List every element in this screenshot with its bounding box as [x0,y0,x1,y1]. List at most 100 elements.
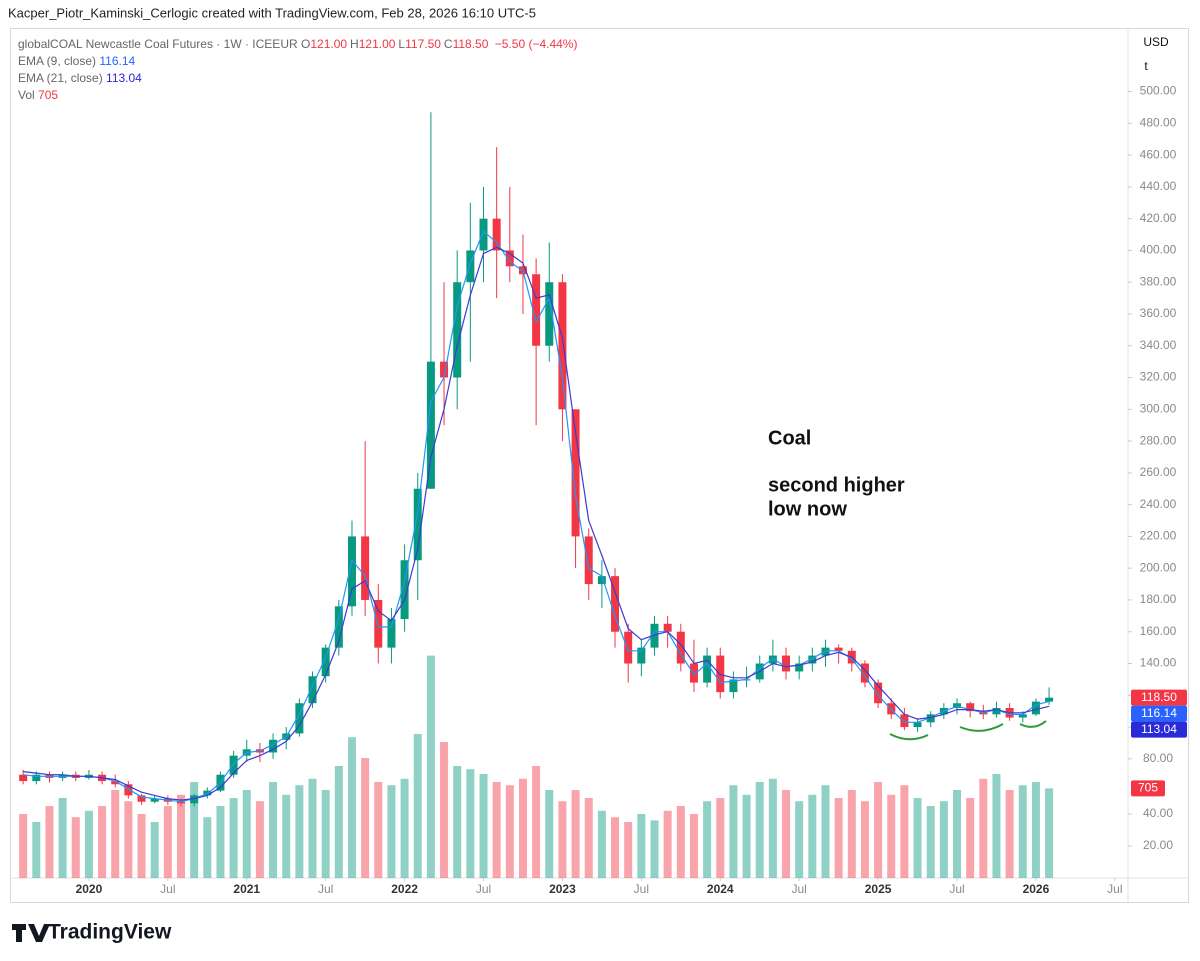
volume-bar [768,778,777,878]
frame [10,28,1189,903]
legend-row: EMA (9, close) 116.14 [18,53,577,70]
candle-body [124,784,133,796]
y-tick-label: 420.00 [1140,211,1177,225]
volume-bar [571,790,580,878]
volume-bar [834,798,843,878]
candle-body [1031,701,1040,715]
indicator-value: 113.04 [106,71,142,85]
y-tick-label: 320.00 [1140,370,1177,384]
volume-bar [295,785,304,878]
candle-body [413,488,422,561]
candle-body [584,536,593,585]
volume-bar [611,817,620,878]
legend-row: EMA (21, close) 113.04 [18,70,577,87]
volume-bar [689,814,698,878]
candle-body [808,655,817,664]
candle-body [308,676,317,704]
y-tick-label: 180.00 [1140,592,1177,606]
volume-bar [900,785,909,878]
candle-body [663,623,672,632]
candle-body [479,218,488,251]
volume-bar [479,774,488,878]
volume-bar [321,790,330,878]
candle-body [650,623,659,648]
volume-bar [597,810,606,878]
candle-body [229,755,238,775]
header: Kacper_Piotr_Kaminski_Cerlogic created w… [8,5,536,20]
y-tick-label: 300.00 [1140,401,1177,415]
ohlc-value: 118.50 [452,37,489,51]
x-tick-label: 2021 [233,882,260,896]
volume-bar [216,806,225,878]
volume-bar [229,798,238,878]
volume-bar [624,822,633,878]
currency: USD [1143,35,1169,49]
candle-body [111,781,120,785]
volume-bar [874,782,883,878]
x-tick-label: Jul [318,882,333,896]
volume-bar [1045,788,1054,878]
volume-bar [58,798,67,878]
volume-tick-label: 20.00 [1143,838,1173,852]
candle-body [874,682,883,704]
candle-body [689,663,698,683]
price-label: 116.14 [1141,706,1177,720]
x-tick-label: 2022 [391,882,418,896]
volume-bar [663,810,672,878]
ohlc-key: L [398,37,406,51]
candle-body [913,722,922,728]
volume-bar [505,785,514,878]
annotation-title: Coal [768,427,811,449]
candle-body [834,647,843,651]
change: −5.50 (−4.44%) [494,37,578,51]
legend: globalCOAL Newcastle Coal Futures · 1W ·… [18,36,577,104]
volume-bar [466,769,475,878]
x-tick-label: Jul [160,882,175,896]
candle-body [387,619,396,648]
drawing-arc [959,723,1004,732]
drawing-arc [1019,720,1047,728]
volume-bar [992,774,1001,878]
volume-bar [163,806,172,878]
volume-bar [518,778,527,878]
candle-body [953,703,962,708]
candle-body [334,606,343,648]
y-tick-label: 260.00 [1140,465,1177,479]
candle-body [900,714,909,728]
x-tick-label: Jul [949,882,964,896]
header-bar [0,0,1200,28]
volume-bar [387,785,396,878]
legend-row: globalCOAL Newcastle Coal Futures · 1W ·… [18,36,577,53]
volume-bar [650,820,659,878]
volume-bar [137,814,146,878]
volume-bar [400,778,409,878]
volume-bar [334,766,343,878]
candle-body [295,703,304,734]
volume-bar [966,798,975,878]
volume-bar [755,782,764,878]
volume-bar [150,822,159,878]
annotation-text: low now [768,498,847,520]
price-label: 118.50 [1141,690,1177,704]
candle-body [453,282,462,378]
candle-body [571,409,580,537]
volume-bar [584,798,593,878]
volume-bar [111,790,120,878]
volume-bar [203,817,212,878]
volume-bar [453,766,462,878]
volume-bar [176,794,185,878]
volume-bar [1031,782,1040,878]
volume-bar [887,794,896,878]
ema-line [23,246,1050,801]
x-tick-label: Jul [792,882,807,896]
candle-body [347,536,356,607]
volume-bar [913,798,922,878]
ohlc-key: O [301,37,311,51]
drawing-arc [889,733,929,741]
footer-logo: TradingView [48,921,172,944]
candle-body [466,250,475,283]
volume-bar [545,790,554,878]
candle-body [176,801,185,804]
candle-body [821,647,830,656]
candle-body [782,655,791,672]
